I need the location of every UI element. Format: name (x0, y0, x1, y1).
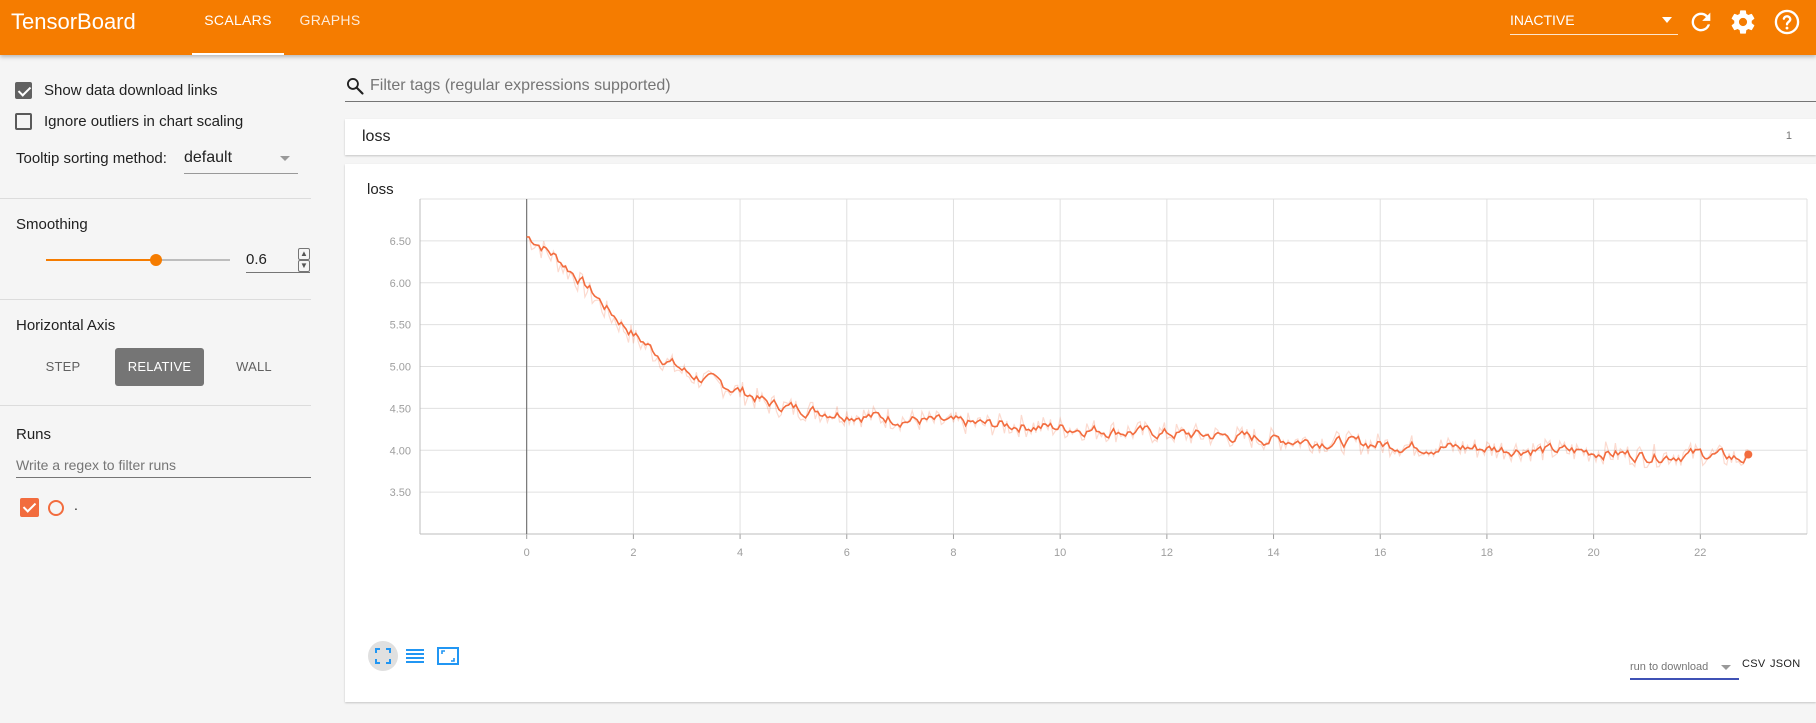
search-icon (347, 78, 364, 95)
runs-title: Runs (16, 426, 52, 443)
y-tick-label: 5.50 (390, 320, 411, 332)
refresh-icon[interactable] (1687, 8, 1715, 36)
divider (0, 299, 311, 300)
y-tick-label: 6.00 (390, 278, 411, 290)
axis-step-button[interactable]: STEP (45, 359, 81, 374)
ignore-outliers-checkbox[interactable] (15, 113, 32, 130)
x-tick-label: 22 (1694, 547, 1706, 559)
smoothing-slider-thumb[interactable] (150, 254, 163, 266)
run-name: . (74, 497, 78, 513)
axis-relative-button[interactable]: RELATIVE (115, 348, 204, 386)
scalar-chart-card: 0 2 4 6 8 10 12 14 16 18 20 22 3.50 4.00 4.50 5.00 5.50 6… (345, 164, 1816, 702)
x-tick-label: 20 (1587, 547, 1599, 559)
fullscreen-icon (375, 648, 391, 664)
x-tick-label: 18 (1481, 547, 1493, 559)
run-to-download-value: run to download (1630, 661, 1709, 673)
status-select-value: INACTIVE (1510, 12, 1575, 28)
run-to-download-select[interactable]: run to download (1630, 656, 1739, 680)
x-tick-label: 8 (950, 547, 956, 559)
show-download-links-checkbox[interactable] (15, 82, 32, 99)
y-tick-label: 5.00 (390, 362, 411, 374)
show-download-links-label: Show data download links (44, 82, 218, 99)
category-name: loss (362, 128, 391, 145)
tag-filter-input[interactable]: Filter tags (regular expressions support… (345, 73, 1816, 102)
expand-chart-button[interactable] (368, 641, 398, 671)
y-tick-label: 3.50 (390, 487, 411, 499)
x-tick-label: 16 (1374, 547, 1386, 559)
decrement-icon[interactable]: ▼ (298, 260, 310, 272)
x-tick-label: 10 (1054, 547, 1066, 559)
x-tick-label: 4 (737, 547, 743, 559)
y-tick-label: 4.50 (390, 403, 411, 415)
settings-icon[interactable] (1729, 8, 1757, 36)
run-color-circle (48, 500, 64, 516)
brand-title: TensorBoard (11, 9, 136, 34)
smoothed-series-line (526, 236, 1749, 464)
tooltip-sort-value: default (184, 149, 233, 166)
chevron-down-icon (280, 156, 290, 161)
category-header-loss[interactable]: loss 1 (345, 119, 1816, 155)
x-tick-label: 2 (630, 547, 636, 559)
divider (0, 405, 311, 406)
x-tick-label: 12 (1161, 547, 1173, 559)
axis-wall-button[interactable]: WALL (236, 359, 272, 374)
smoothing-value: 0.6 (246, 251, 267, 268)
tooltip-sort-select[interactable]: default (184, 147, 298, 174)
loss-chart[interactable]: 0 2 4 6 8 10 12 14 16 18 20 22 3.50 4.00 4.50 5.00 5.50 6… (345, 164, 1816, 702)
increment-icon[interactable]: ▲ (298, 248, 310, 260)
help-icon[interactable] (1773, 8, 1801, 36)
fit-domain-button[interactable] (433, 641, 463, 671)
download-csv-link[interactable]: CSV (1742, 658, 1766, 670)
tab-scalars[interactable]: SCALARS (192, 0, 284, 55)
app-header: TensorBoard SCALARS GRAPHS INACTIVE (0, 0, 1816, 55)
tag-filter-placeholder: Filter tags (regular expressions support… (370, 77, 671, 94)
raw-series-line (526, 236, 1749, 469)
x-tick-label: 6 (844, 547, 850, 559)
y-tick-label: 6.50 (390, 236, 411, 248)
category-count: 1 (1785, 130, 1792, 142)
fit-to-data-icon (437, 647, 459, 665)
chart-title: loss (367, 181, 394, 198)
chevron-down-icon (1721, 665, 1731, 670)
divider (0, 198, 311, 199)
sidebar: Show data download links Ignore outliers… (0, 55, 326, 723)
smoothing-title: Smoothing (16, 216, 88, 233)
tooltip-sort-label: Tooltip sorting method: (16, 150, 167, 167)
smoothing-slider[interactable] (46, 254, 230, 266)
horizontal-axis-title: Horizontal Axis (16, 317, 116, 334)
runs-filter-input[interactable]: Write a regex to filter runs (16, 453, 311, 478)
status-select[interactable]: INACTIVE (1510, 10, 1678, 35)
ignore-outliers-label: Ignore outliers in chart scaling (44, 113, 244, 130)
x-tick-label: 14 (1267, 547, 1279, 559)
x-tick-label: 0 (524, 547, 530, 559)
list-icon (406, 649, 424, 663)
download-json-link[interactable]: JSON (1770, 658, 1801, 670)
chevron-down-icon (1662, 17, 1672, 23)
series-end-point (1744, 450, 1753, 459)
smoothing-input[interactable]: 0.6 ▲ ▼ (246, 248, 310, 273)
y-tick-label: 4.00 (390, 445, 411, 457)
tab-graphs[interactable]: GRAPHS (299, 12, 361, 28)
run-checkbox[interactable] (20, 498, 39, 517)
toggle-log-scale-button[interactable] (400, 641, 430, 671)
smoothing-slider-fill (46, 259, 157, 261)
